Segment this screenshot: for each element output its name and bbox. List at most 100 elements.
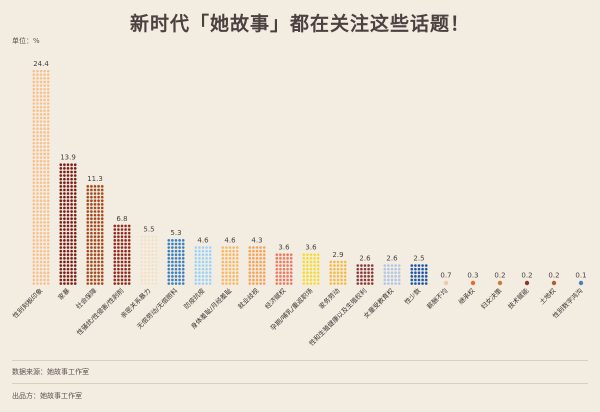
bar-dot	[73, 238, 77, 242]
bar-dot	[46, 199, 50, 203]
bar-dot	[42, 145, 47, 149]
bar-dot	[420, 274, 425, 278]
bar-dot	[231, 267, 236, 271]
bar-dot	[86, 202, 90, 206]
bar-dot	[39, 245, 43, 250]
bar-dot	[42, 130, 47, 134]
bar-dot	[32, 148, 36, 152]
bar-dot	[35, 83, 40, 88]
bar-dot	[62, 163, 67, 167]
bar-dot	[167, 242, 171, 246]
bar-dot	[89, 227, 94, 232]
bar-dot	[93, 271, 97, 275]
bar-dot	[96, 235, 101, 239]
bar-dot	[32, 69, 36, 73]
bar-dot	[356, 278, 360, 282]
bar-dot	[343, 267, 347, 271]
bar-dot	[204, 281, 209, 286]
bar-dot	[59, 253, 63, 257]
bar-dot	[89, 231, 94, 235]
bar-dot	[66, 173, 70, 178]
bar-dot	[93, 242, 97, 246]
bar-dot	[46, 112, 50, 116]
bar-dot	[73, 209, 77, 214]
bar-dot	[59, 220, 63, 224]
bar-dot	[417, 278, 421, 282]
bar-dot	[46, 242, 50, 246]
bar-dot	[204, 249, 209, 253]
bar-dot	[258, 253, 263, 257]
bar-dot	[66, 209, 70, 214]
bar-dot	[69, 163, 74, 167]
bar-dot	[329, 281, 333, 286]
bar-dot	[66, 267, 70, 271]
bar-dot	[221, 263, 225, 268]
bar-dot	[35, 188, 40, 192]
bar-dot	[73, 271, 77, 275]
bar-dot	[89, 224, 94, 228]
bar-dot	[32, 260, 36, 264]
bar-dot	[42, 105, 47, 109]
bar-dot	[39, 209, 43, 214]
bar-dot	[177, 271, 182, 275]
bar-dot	[59, 267, 63, 271]
bar-dot	[204, 274, 209, 278]
bar-dot	[66, 253, 70, 257]
bar-dot	[42, 274, 47, 278]
bar-10	[302, 253, 320, 286]
bar-dot	[154, 260, 158, 264]
bar-dot	[329, 278, 333, 282]
bar-dot	[336, 263, 340, 268]
bar-dot	[100, 274, 104, 278]
bar-dot	[32, 152, 36, 156]
bar-dot	[123, 242, 128, 246]
bar-dot	[167, 238, 171, 242]
bar-dot	[363, 281, 367, 286]
bar-dot	[73, 206, 77, 210]
bar-dot	[32, 224, 36, 228]
bar-dot	[66, 245, 70, 250]
bar-dot	[143, 271, 148, 275]
bar-dot	[231, 245, 236, 250]
bar-dot	[397, 263, 401, 268]
bar-dot	[35, 199, 40, 203]
bar-dot	[39, 130, 43, 134]
bar-dot	[66, 191, 70, 196]
bar-dot	[343, 281, 347, 286]
bar-dot	[201, 260, 205, 264]
bar-dot	[69, 170, 74, 174]
bar-dot	[73, 224, 77, 228]
bar-dot	[46, 213, 50, 217]
bar-dot	[59, 242, 63, 246]
bar-dot	[93, 184, 97, 188]
bar-dot	[69, 191, 74, 196]
bar-dot	[35, 116, 40, 120]
bar-dot	[59, 274, 63, 278]
bar-dot	[46, 116, 50, 120]
bar-dot	[228, 245, 232, 250]
bar-dot	[127, 274, 131, 278]
bar-dot	[100, 224, 104, 228]
bar-dot	[393, 267, 398, 271]
category-label: 性骚扰/性侵害/性剥削	[75, 286, 126, 337]
bar-dot	[181, 253, 185, 257]
category-label: 性别刻板印象	[10, 286, 44, 320]
bar-dot	[393, 274, 398, 278]
bar-dot	[204, 267, 209, 271]
bar-dot	[59, 184, 63, 188]
bar-dot	[32, 94, 36, 98]
bar-dot	[424, 281, 428, 286]
bar-dot	[123, 249, 128, 253]
bar-dot	[46, 109, 50, 113]
bar-dot	[150, 263, 155, 268]
bar-dot	[397, 267, 401, 271]
bar-dot	[69, 278, 74, 282]
bar-dot	[305, 271, 310, 275]
bar-dot	[42, 231, 47, 235]
bar-dot	[42, 181, 47, 185]
bar-dot	[59, 209, 63, 214]
bar-dot	[167, 278, 171, 282]
bar-dot	[69, 213, 74, 217]
bar-dot	[42, 202, 47, 206]
bar-dot	[35, 260, 40, 264]
